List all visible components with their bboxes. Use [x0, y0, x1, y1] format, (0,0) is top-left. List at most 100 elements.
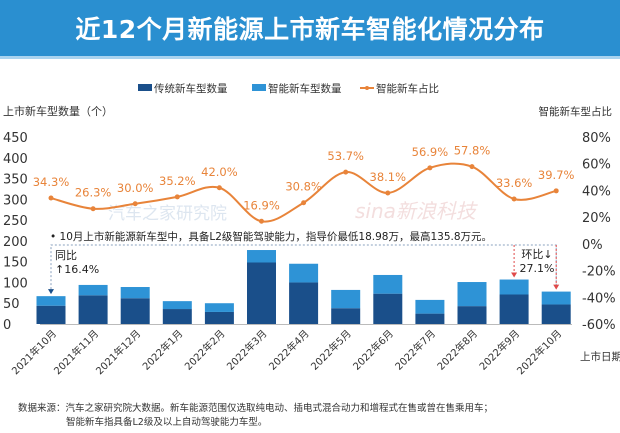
y2-tick-label: 40% [582, 184, 611, 199]
yoy-arrow-icon [48, 289, 54, 295]
x-tick-label: 2022年3月 [224, 327, 270, 373]
watermark-sina: sina新浪科技 [355, 199, 478, 223]
bar-smart [331, 289, 361, 309]
x-tick-label: 2022年4月 [266, 327, 312, 373]
legend-swatch-0 [138, 84, 152, 91]
x-tick-label: 2022年9月 [476, 327, 522, 373]
bar-traditional [289, 282, 319, 324]
bar-smart [120, 287, 150, 299]
bar-smart [162, 301, 192, 310]
y2-axis-title: 智能新车型占比 [539, 105, 613, 118]
x-tick-label: 2022年2月 [182, 327, 228, 373]
ratio-data-label: 34.3% [33, 175, 70, 189]
x-tick-label: 2022年10月 [514, 327, 564, 377]
yoy-value: ↑16.4% [55, 263, 99, 276]
ratio-data-label: 35.2% [159, 174, 196, 188]
bar-traditional [162, 309, 192, 324]
title-bar: 近12个月新能源上市新车智能化情况分布 [0, 0, 620, 59]
ratio-point [343, 169, 349, 175]
bar-traditional [457, 306, 487, 324]
yoy-dashed-connector [50, 244, 557, 294]
legend-label-2: 智能新车占比 [376, 82, 439, 95]
y2-tick-label: 60% [582, 158, 611, 173]
x-axis-title: 上市日期 [580, 350, 620, 363]
ratio-data-label: 42.0% [201, 165, 238, 179]
ratio-point [132, 201, 138, 207]
annotation-note: • 10月上市新能源新车型中，具备L2级智能驾驶能力，指导价最低18.98万，最… [50, 230, 492, 243]
x-tick-label: 2022年1月 [140, 327, 186, 373]
bar-traditional [499, 294, 529, 324]
bar-smart [247, 250, 276, 263]
bar-traditional [247, 262, 276, 324]
y-tick-label: 300 [3, 193, 28, 208]
x-tick-label: 2022年6月 [350, 327, 396, 373]
y2-tick-label: 80% [582, 131, 611, 146]
ratio-point [301, 200, 307, 206]
ratio-data-label: 26.3% [75, 186, 112, 200]
y-tick-label: 200 [3, 235, 28, 250]
mom-arrow-icon-2 [553, 284, 560, 290]
y2-tick-label: 20% [582, 211, 611, 226]
ratio-data-label: 30.8% [285, 180, 322, 194]
mom-label: 环比↓ [521, 248, 552, 261]
bar-smart [415, 299, 445, 314]
bar-traditional [415, 313, 445, 324]
ratio-point [48, 195, 54, 201]
legend-label-1: 智能新车型数量 [268, 82, 342, 95]
y-tick-label: 400 [3, 152, 28, 167]
source-line-2: 智能新车指具备L2级及以上自动驾驶能力车型。 [66, 417, 268, 428]
x-tick-label: 2022年7月 [392, 327, 438, 373]
bar-smart [289, 263, 319, 283]
bar-traditional [120, 298, 150, 324]
ratio-point [511, 196, 517, 202]
bar-smart [204, 303, 234, 312]
ratio-data-label: 53.7% [327, 149, 364, 163]
legend-swatch-1 [252, 84, 266, 91]
watermark-autohome: 汽车之家研究院 [108, 204, 227, 224]
ratio-point [90, 206, 96, 212]
x-tick-label: 2022年8月 [434, 327, 480, 373]
y2-tick-label: -60% [582, 318, 616, 333]
ratio-point [427, 165, 433, 171]
x-tick-label: 2021年12月 [93, 327, 143, 377]
y-axis-title: 上市新车型数量（个） [3, 104, 113, 118]
bar-traditional [541, 304, 571, 324]
ratio-point [385, 190, 391, 196]
ratio-data-label: 16.9% [243, 198, 280, 212]
y2-tick-label: 0% [582, 238, 603, 253]
y-tick-label: 350 [3, 173, 28, 188]
source-line-1: 数据来源：汽车之家研究院大数据。新车能源范围仅选取纯电动、插电式混合动力和增程式… [18, 403, 494, 414]
y-tick-label: 0 [3, 318, 11, 333]
legend-label-0: 传统新车型数量 [154, 82, 228, 95]
ratio-data-label: 57.8% [454, 144, 491, 158]
y-tick-label: 50 [3, 297, 20, 312]
ratio-data-label: 33.6% [496, 176, 533, 190]
ratio-point [259, 218, 264, 224]
y-tick-label: 250 [3, 214, 28, 229]
ratio-data-label: 30.0% [117, 181, 154, 195]
ratio-data-label: 56.9% [412, 145, 449, 159]
ratio-point [553, 188, 559, 194]
y2-tick-label: -20% [582, 265, 616, 280]
ratio-data-label: 39.7% [538, 168, 575, 182]
bar-smart [78, 284, 108, 296]
bar-traditional [36, 305, 66, 324]
y2-tick-label: -40% [582, 291, 616, 306]
bar-smart [373, 274, 403, 294]
bar-traditional [373, 293, 403, 324]
x-tick-label: 2022年5月 [308, 327, 354, 373]
mom-value: 27.1% [520, 262, 555, 275]
bar-smart [457, 282, 487, 307]
bar-traditional [78, 295, 108, 324]
y-tick-label: 100 [3, 276, 28, 291]
legend-marker-2 [365, 86, 369, 90]
ratio-point [174, 194, 180, 200]
ratio-point [469, 164, 475, 170]
bar-smart [499, 279, 529, 295]
bar-smart [541, 291, 571, 305]
ratio-point [216, 185, 222, 191]
yoy-label: 同比 [55, 249, 77, 262]
bar-traditional [204, 311, 234, 324]
